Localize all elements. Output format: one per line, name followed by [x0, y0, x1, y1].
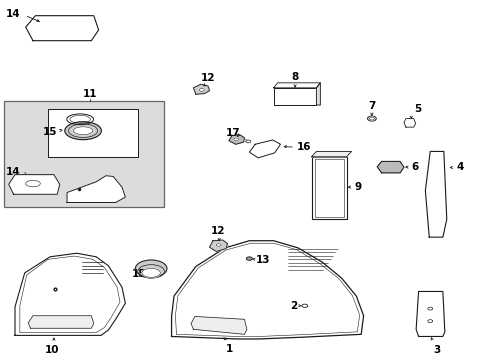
Ellipse shape — [142, 269, 160, 277]
Polygon shape — [311, 152, 351, 157]
Text: 8: 8 — [291, 72, 298, 82]
Polygon shape — [316, 83, 320, 105]
Ellipse shape — [427, 320, 432, 323]
Ellipse shape — [246, 257, 252, 260]
Bar — [311, 157, 346, 219]
Text: 15: 15 — [131, 269, 146, 279]
Ellipse shape — [199, 89, 203, 91]
Polygon shape — [249, 140, 280, 158]
Text: 5: 5 — [413, 104, 420, 114]
Polygon shape — [376, 161, 403, 173]
Polygon shape — [15, 253, 125, 336]
Polygon shape — [191, 316, 246, 334]
Polygon shape — [193, 84, 209, 94]
Text: 10: 10 — [45, 345, 60, 355]
Ellipse shape — [67, 114, 93, 125]
Ellipse shape — [427, 307, 432, 310]
Ellipse shape — [245, 140, 250, 143]
Text: 3: 3 — [432, 345, 439, 355]
Polygon shape — [273, 83, 320, 88]
Ellipse shape — [216, 244, 221, 246]
Text: 2: 2 — [289, 301, 296, 311]
Text: 6: 6 — [410, 162, 418, 172]
Ellipse shape — [233, 138, 238, 140]
Polygon shape — [67, 176, 125, 203]
Ellipse shape — [301, 304, 307, 307]
Polygon shape — [209, 240, 227, 251]
Bar — [4, 102, 164, 207]
Text: 1: 1 — [225, 344, 232, 354]
Polygon shape — [171, 241, 363, 339]
Text: 11: 11 — [82, 89, 97, 99]
Bar — [47, 109, 137, 157]
Text: 12: 12 — [210, 226, 225, 236]
Text: 15: 15 — [43, 127, 57, 137]
Ellipse shape — [65, 122, 101, 140]
Polygon shape — [9, 175, 60, 194]
Text: 17: 17 — [225, 128, 240, 138]
Ellipse shape — [73, 127, 93, 135]
Ellipse shape — [135, 260, 166, 277]
Polygon shape — [425, 152, 446, 237]
Polygon shape — [415, 292, 444, 337]
Bar — [273, 88, 316, 105]
Polygon shape — [403, 118, 415, 127]
Text: 9: 9 — [354, 182, 361, 192]
Ellipse shape — [367, 116, 375, 121]
Bar — [314, 159, 343, 217]
Polygon shape — [26, 16, 99, 41]
Text: 12: 12 — [201, 73, 215, 83]
Text: 14: 14 — [6, 9, 21, 19]
Text: 16: 16 — [296, 142, 311, 152]
Ellipse shape — [369, 117, 373, 120]
Text: 13: 13 — [256, 255, 270, 265]
Text: 14: 14 — [6, 167, 21, 177]
Text: 7: 7 — [367, 102, 375, 111]
Polygon shape — [28, 316, 94, 328]
Text: 4: 4 — [455, 162, 463, 172]
Polygon shape — [228, 135, 244, 144]
